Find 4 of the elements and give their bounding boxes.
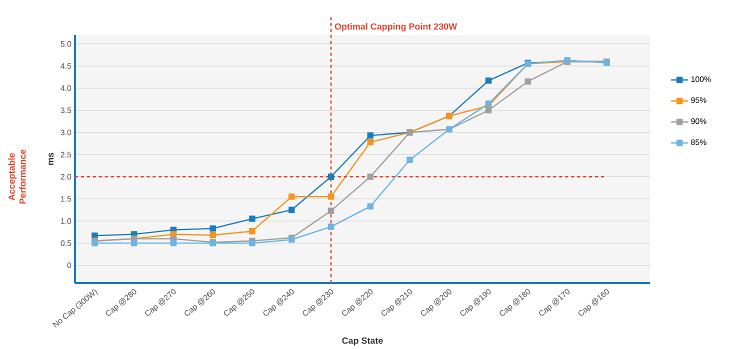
ref-line-label: Acceptable Performance <box>8 150 26 204</box>
ref-line-label: Optimal Capping Point 230W <box>334 23 458 32</box>
x-axis-title: Cap State <box>342 337 383 346</box>
y-axis-title: ms <box>48 152 54 165</box>
